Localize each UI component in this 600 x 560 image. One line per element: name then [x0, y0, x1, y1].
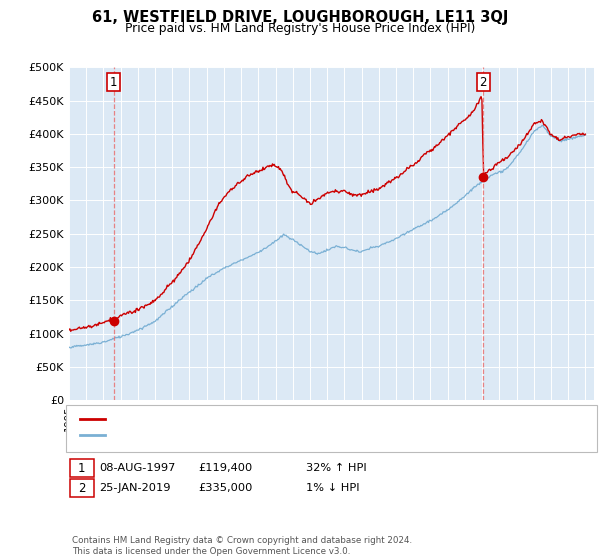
Text: 1: 1 [110, 76, 118, 88]
Text: Contains HM Land Registry data © Crown copyright and database right 2024.
This d: Contains HM Land Registry data © Crown c… [72, 536, 412, 556]
Text: Price paid vs. HM Land Registry's House Price Index (HPI): Price paid vs. HM Land Registry's House … [125, 22, 475, 35]
Text: 61, WESTFIELD DRIVE, LOUGHBOROUGH, LE11 3QJ: 61, WESTFIELD DRIVE, LOUGHBOROUGH, LE11 … [92, 10, 508, 25]
Text: 08-AUG-1997: 08-AUG-1997 [99, 463, 175, 473]
Text: 1% ↓ HPI: 1% ↓ HPI [306, 483, 359, 493]
Text: 25-JAN-2019: 25-JAN-2019 [99, 483, 170, 493]
Text: £119,400: £119,400 [198, 463, 252, 473]
Text: 32% ↑ HPI: 32% ↑ HPI [306, 463, 367, 473]
Text: 2: 2 [78, 482, 86, 495]
Text: £335,000: £335,000 [198, 483, 253, 493]
Text: HPI: Average price, detached house, Charnwood: HPI: Average price, detached house, Char… [110, 430, 353, 440]
Text: 61, WESTFIELD DRIVE, LOUGHBOROUGH, LE11 3QJ (detached house): 61, WESTFIELD DRIVE, LOUGHBOROUGH, LE11 … [110, 414, 460, 424]
Text: 2: 2 [479, 76, 487, 88]
Text: 1: 1 [78, 461, 86, 475]
